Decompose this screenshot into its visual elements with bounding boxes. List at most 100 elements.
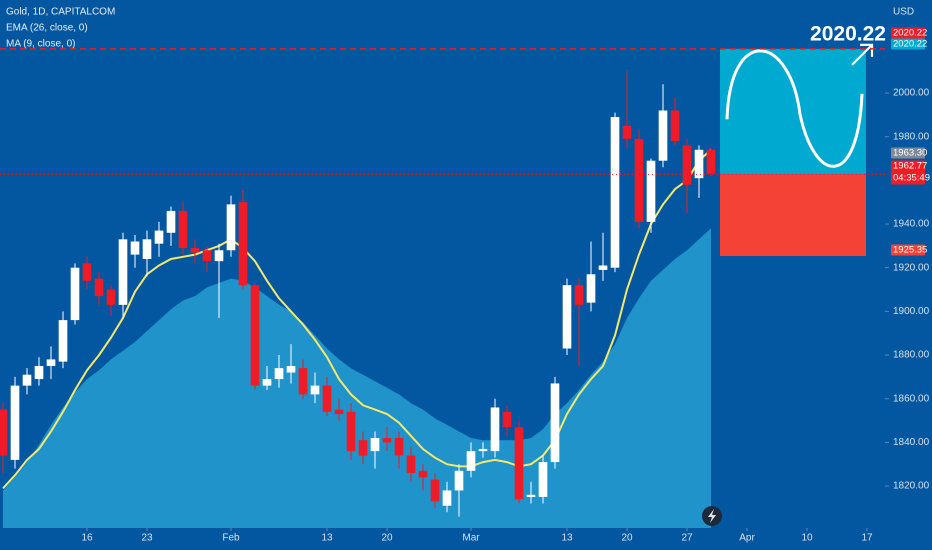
candle-body — [286, 365, 296, 373]
x-tick-label: Apr — [739, 533, 755, 544]
candle-body — [562, 285, 572, 349]
candle-body — [310, 385, 320, 395]
candle-body — [238, 202, 248, 286]
x-tick-label: 17 — [861, 533, 873, 544]
candle-body — [502, 411, 512, 428]
projection-curve — [725, 49, 864, 168]
candle-body — [34, 365, 44, 380]
y-tick-label: 1860.00 — [893, 393, 930, 404]
x-tick-label: 13 — [321, 533, 333, 544]
price-label-box — [891, 160, 925, 185]
candle-body — [406, 455, 416, 473]
price-label-box — [891, 244, 925, 256]
x-tick-label: 20 — [621, 533, 633, 544]
candle-body — [214, 250, 224, 262]
price-label: 2020.22 — [893, 28, 927, 39]
price-label-box — [891, 147, 925, 159]
candle-body — [394, 438, 404, 456]
candle-body — [490, 407, 500, 452]
y-tick-label: 1980.00 — [893, 131, 930, 142]
candle-body — [586, 274, 596, 303]
target-profit-zone — [720, 48, 866, 175]
candle-body — [82, 263, 92, 281]
countdown: 04:35:49 — [893, 173, 930, 184]
legend-entry: EMA (26, close, 0) — [6, 23, 88, 34]
candle-body — [226, 204, 236, 251]
x-tick-label: Mar — [462, 533, 480, 544]
candle-body — [382, 438, 392, 443]
candle-body — [334, 409, 344, 415]
y-tick-label: 1900.00 — [893, 306, 930, 317]
candle-body — [550, 383, 560, 463]
target-arrow — [851, 43, 874, 66]
candle-body — [166, 210, 176, 233]
lightning-icon[interactable] — [708, 509, 716, 523]
chart-title: Gold, 1D, CAPITALCOM — [6, 7, 115, 18]
candle-body — [118, 239, 128, 305]
target-label: 2020.22 — [810, 22, 886, 45]
price-label: 1925.35 — [893, 245, 927, 256]
candle-body — [346, 411, 356, 452]
candle-body — [10, 385, 20, 460]
candle-body — [454, 470, 464, 491]
x-tick-label: 27 — [681, 533, 693, 544]
ema-area — [3, 228, 711, 528]
candle-body — [262, 379, 272, 386]
x-tick-label: Feb — [222, 533, 240, 544]
candle-body — [106, 289, 116, 305]
price-label: 1962.77 — [893, 161, 927, 172]
candle-body — [0, 409, 8, 456]
candle-body — [250, 285, 260, 386]
y-tick-label: 1920.00 — [893, 262, 930, 273]
price-label: 1963.30 — [893, 148, 927, 159]
y-tick-label: 1940.00 — [893, 219, 930, 230]
candle-body — [142, 239, 152, 259]
candle-body — [574, 285, 584, 305]
plot-area — [0, 71, 716, 528]
candle-body — [694, 149, 704, 179]
target-loss-zone — [720, 174, 866, 257]
candle-body — [706, 149, 716, 174]
y-tick-label: 1880.00 — [893, 350, 930, 361]
ma-line — [2, 149, 712, 489]
candle-body — [622, 125, 632, 139]
y-tick-label: 2000.00 — [893, 88, 930, 99]
candle-body — [298, 368, 308, 395]
candle-body — [526, 494, 536, 497]
y-tick-label: 1820.00 — [893, 481, 930, 492]
candle-body — [646, 160, 656, 222]
candle-body — [478, 448, 488, 452]
x-tick-label: 16 — [81, 533, 93, 544]
x-tick-label: 23 — [141, 533, 153, 544]
x-tick-label: 10 — [801, 533, 813, 544]
price-label-box — [891, 38, 925, 50]
candle-body — [154, 230, 164, 244]
price-label-box — [891, 27, 925, 39]
lightning-button[interactable] — [702, 506, 722, 526]
candle-body — [430, 479, 440, 502]
candle-body — [202, 250, 212, 262]
candle-body — [610, 117, 620, 268]
candle-body — [94, 278, 104, 297]
candle-body — [190, 248, 200, 253]
price-label: 2020.22 — [893, 39, 927, 50]
candle-body — [514, 427, 524, 500]
candle-body — [58, 320, 68, 362]
x-tick-label: 20 — [381, 533, 393, 544]
y-tick-label: 1840.00 — [893, 437, 930, 448]
candle-body — [682, 145, 692, 185]
candle-body — [658, 110, 668, 161]
candle-body — [358, 440, 368, 456]
candle-body — [274, 368, 284, 380]
candle-body — [70, 267, 80, 321]
candle-body — [22, 374, 32, 386]
candle-body — [130, 241, 140, 255]
currency-label: USD — [893, 7, 914, 18]
x-tick-label: 13 — [561, 533, 573, 544]
candle-body — [634, 138, 644, 222]
candle-body — [370, 438, 380, 452]
candle-body — [538, 462, 548, 497]
candle-body — [322, 385, 332, 412]
